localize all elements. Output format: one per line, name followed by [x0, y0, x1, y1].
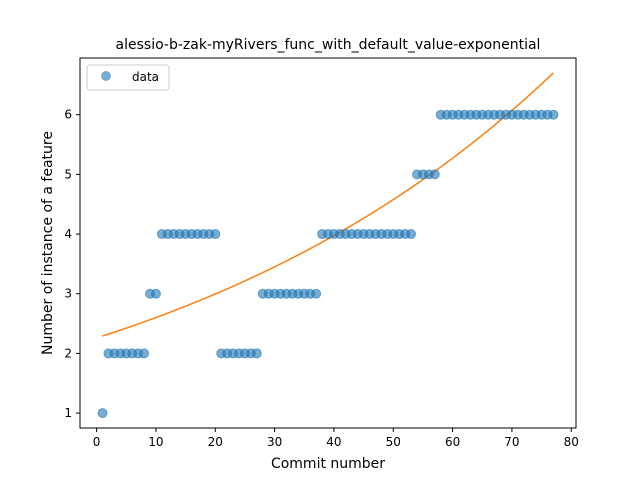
data-point	[139, 348, 150, 359]
y-tick-label: 2	[64, 346, 72, 360]
y-tick-label: 5	[64, 167, 72, 181]
data-point	[210, 229, 221, 240]
x-tick-label: 40	[326, 435, 341, 449]
x-tick-label: 80	[564, 435, 579, 449]
x-tick-label: 30	[267, 435, 282, 449]
x-tick-label: 20	[208, 435, 223, 449]
x-tick-label: 60	[445, 435, 460, 449]
data-point	[251, 348, 262, 359]
points-layer	[97, 109, 559, 419]
data-point	[311, 288, 322, 299]
x-axis-ticks: 0 10 20 30 40 50 60 70 80	[93, 428, 579, 449]
y-axis-ticks: 1 2 3 4 5 6	[64, 108, 80, 420]
legend-label-data: data	[132, 70, 159, 84]
chart-title: alessio-b-zak-myRivers_func_with_default…	[116, 37, 541, 53]
data-point	[406, 229, 417, 240]
x-tick-label: 10	[148, 435, 163, 449]
data-point	[429, 169, 440, 180]
y-tick-label: 3	[64, 287, 72, 301]
x-axis-label: Commit number	[271, 456, 385, 472]
data-point	[97, 408, 108, 419]
legend: data	[86, 64, 170, 91]
y-axis-label: Number of instance of a feature	[40, 131, 56, 355]
y-tick-label: 4	[64, 227, 72, 241]
x-tick-label: 0	[93, 435, 101, 449]
y-tick-label: 6	[64, 108, 72, 122]
x-tick-label: 50	[386, 435, 401, 449]
legend-marker	[101, 71, 111, 81]
axes-frame	[79, 57, 577, 429]
x-tick-label: 70	[504, 435, 519, 449]
y-tick-label: 1	[64, 406, 72, 420]
data-point	[548, 109, 559, 120]
data-point	[150, 288, 161, 299]
